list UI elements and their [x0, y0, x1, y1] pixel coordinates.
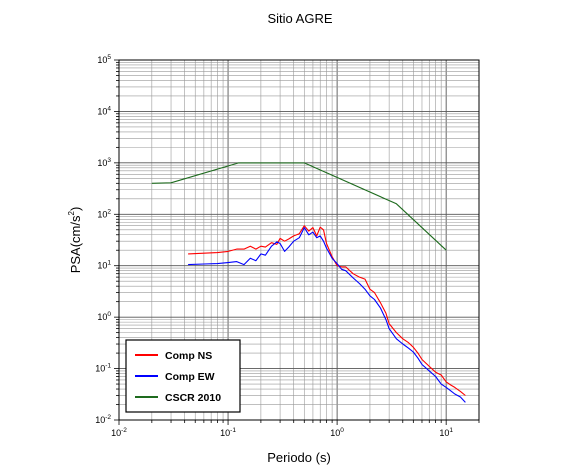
plot-frame: [118, 59, 480, 421]
y-tick-label: 100: [97, 311, 111, 322]
legend-label-cscr: CSCR 2010: [165, 392, 221, 404]
series-layer: [151, 162, 466, 403]
series-line-cscr-2010: [151, 162, 447, 251]
y-tick-label: 10-1: [95, 363, 111, 374]
y-tick-label: 104: [97, 105, 111, 116]
x-tick-label: 10-1: [220, 427, 236, 438]
legend-label-ns: Comp NS: [165, 350, 212, 362]
y-tick-label: 10-2: [95, 414, 111, 425]
legend: Comp NS Comp EW CSCR 2010: [125, 339, 241, 413]
y-axis-label: PSA(cm/s2): [67, 207, 83, 274]
y-tick-label: 101: [97, 260, 111, 271]
y-tick-label: 103: [97, 157, 111, 168]
x-tick-label: 10-2: [111, 427, 127, 438]
x-axis-label: Periodo (s): [267, 450, 331, 465]
y-axis-label-base: PSA(cm/s: [68, 215, 83, 273]
x-tick-label: 100: [330, 427, 344, 438]
legend-label-ew: Comp EW: [165, 371, 215, 383]
y-tick-label: 102: [97, 208, 111, 219]
chart-title: Sitio AGRE: [267, 11, 332, 26]
y-axis-label-sup: 2: [67, 211, 76, 216]
series-line-comp-ew: [188, 227, 466, 403]
x-tick-label: 101: [439, 427, 453, 438]
y-axis-label-close: ): [68, 207, 83, 211]
y-tick-label: 105: [97, 54, 111, 65]
